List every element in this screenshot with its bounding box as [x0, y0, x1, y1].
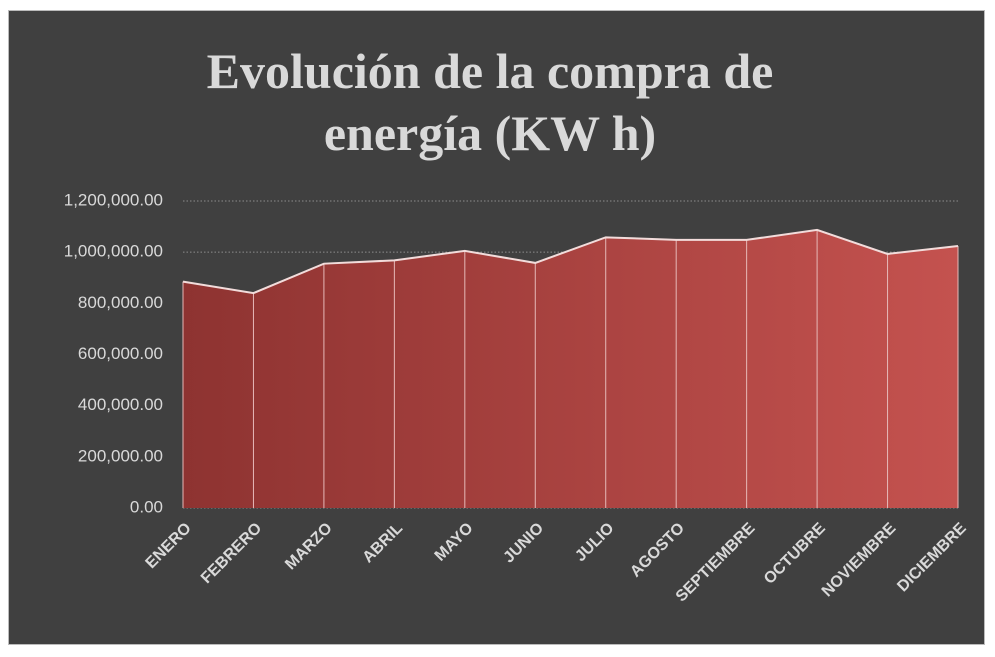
- area: [183, 229, 958, 508]
- y-tick-label: 200,000.00: [78, 446, 163, 465]
- y-tick-label: 400,000.00: [78, 395, 163, 414]
- area-line: [182, 228, 959, 295]
- x-tick-label: NOVIEMBRE: [819, 520, 900, 601]
- x-tick-label: OCTUBRE: [761, 520, 829, 588]
- x-tick-label: DICIEMBRE: [894, 520, 970, 596]
- x-tick-label: AGOSTO: [627, 520, 688, 581]
- x-tick-label: MARZO: [282, 520, 336, 574]
- y-tick-label: 1,000,000.00: [64, 242, 163, 261]
- chart-title: Evolución de la compra de energía (KW h): [206, 43, 774, 161]
- x-tick-label: MAYO: [432, 520, 477, 565]
- x-tick-label: JULIO: [572, 520, 617, 565]
- y-tick-label: 0.00: [130, 497, 163, 516]
- y-tick-label: 1,200,000.00: [64, 190, 163, 209]
- y-tick-label: 800,000.00: [78, 293, 163, 312]
- x-tick-label: ENERO: [143, 520, 195, 572]
- x-tick-label: FEBRERO: [198, 520, 265, 587]
- x-tick-label: JUNIO: [500, 520, 547, 567]
- y-tick-label: 600,000.00: [78, 344, 163, 363]
- x-tick-label: ABRIL: [360, 520, 407, 567]
